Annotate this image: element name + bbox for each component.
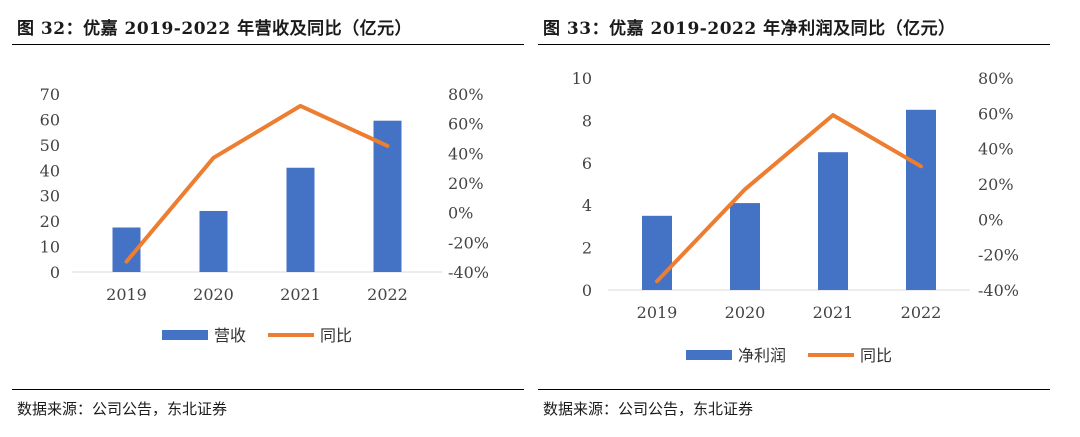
bar-2020: [199, 210, 228, 272]
y-left-tick-label: 50: [40, 136, 60, 155]
y-right-tick-label: 20%: [448, 174, 484, 193]
y-left-tick-label: 10: [572, 69, 592, 88]
y-right-tick-label: 40%: [448, 144, 484, 163]
legend-bar-swatch: [162, 330, 208, 340]
x-tick-label: 2019: [106, 285, 147, 304]
y-right-tick-label: 80%: [978, 69, 1014, 88]
y-left-tick-label: 30: [40, 187, 60, 206]
x-tick-label: 2020: [725, 303, 766, 322]
bar-2021: [286, 167, 315, 272]
y-left-tick-label: 70: [40, 85, 60, 104]
y-left-tick-label: 0: [50, 263, 60, 282]
figure-33-panel: 图 33：优嘉 2019-2022 年净利润及同比（亿元） 0 2 4 6 8 10 -40…: [538, 0, 1068, 437]
x-tick-label: 2022: [901, 303, 942, 322]
y-left-tick-label: 2: [582, 239, 592, 258]
y-right-tick-label: -40%: [448, 263, 489, 282]
y-left-tick-label: 10: [40, 238, 60, 257]
x-tick-label: 2019: [637, 303, 678, 322]
x-tick-label: 2021: [813, 303, 854, 322]
y-left-tick-label: 6: [582, 154, 592, 173]
legend-bar-swatch: [686, 350, 732, 360]
source-divider: [538, 389, 1050, 390]
y-right-tick-label: 20%: [978, 175, 1014, 194]
y-right-tick-label: -20%: [978, 246, 1019, 265]
x-tick-label: 2021: [280, 285, 321, 304]
figure-33-title: 图 33：优嘉 2019-2022 年净利润及同比（亿元）: [543, 19, 956, 39]
bar-2020: [730, 203, 760, 290]
figure-33-source: 数据来源：公司公告，东北证券: [543, 400, 754, 418]
bar-2019: [642, 215, 672, 290]
title-divider: [12, 44, 524, 45]
yoy-growth-line: [655, 113, 923, 284]
legend-bar-label: 净利润: [738, 346, 786, 365]
y-right-tick-label: -40%: [978, 281, 1019, 300]
title-divider: [538, 44, 1050, 45]
figure-32-title: 图 32：优嘉 2019-2022 年营收及同比（亿元）: [17, 19, 413, 39]
y-right-tick-label: 0%: [978, 210, 1003, 229]
revenue-yoy-chart: 0 10 20 30 40 50 60 70 -40% -20% 0% 20% 40% 60% 80% 201…: [40, 85, 489, 345]
x-tick-label: 2020: [193, 285, 234, 304]
y-right-tick-label: 60%: [978, 104, 1014, 123]
y-left-tick-label: 8: [582, 111, 592, 130]
yoy-growth-line: [124, 103, 390, 264]
net-profit-yoy-chart: 0 2 4 6 8 10 -40% -20% 0% 20% 40% 60% 80% 2019 2020 202…: [572, 69, 1019, 365]
bar-2022: [906, 109, 936, 290]
bar-2021: [818, 152, 848, 290]
y-right-tick-label: 40%: [978, 140, 1014, 159]
legend-line-label: 同比: [860, 346, 892, 365]
chart-legend: 净利润 同比: [686, 346, 892, 365]
y-right-tick-label: 60%: [448, 115, 484, 134]
figure-32-source: 数据来源：公司公告，东北证券: [17, 400, 228, 418]
chart-legend: 营收 同比: [162, 326, 352, 345]
legend-line-label: 同比: [320, 326, 352, 345]
x-tick-label: 2022: [367, 285, 408, 304]
y-left-tick-label: 0: [582, 281, 592, 300]
y-left-tick-label: 40: [40, 161, 60, 180]
figure-32-panel: 图 32：优嘉 2019-2022 年营收及同比（亿元） 0 10 20 30 40 50…: [12, 0, 542, 437]
y-left-tick-label: 20: [40, 212, 60, 231]
legend-bar-label: 营收: [214, 326, 246, 345]
y-left-tick-label: 4: [582, 196, 592, 215]
y-right-tick-label: 0%: [448, 204, 473, 223]
y-left-tick-label: 60: [40, 110, 60, 129]
source-divider: [12, 389, 524, 390]
y-right-tick-label: -20%: [448, 233, 489, 252]
y-right-tick-label: 80%: [448, 85, 484, 104]
